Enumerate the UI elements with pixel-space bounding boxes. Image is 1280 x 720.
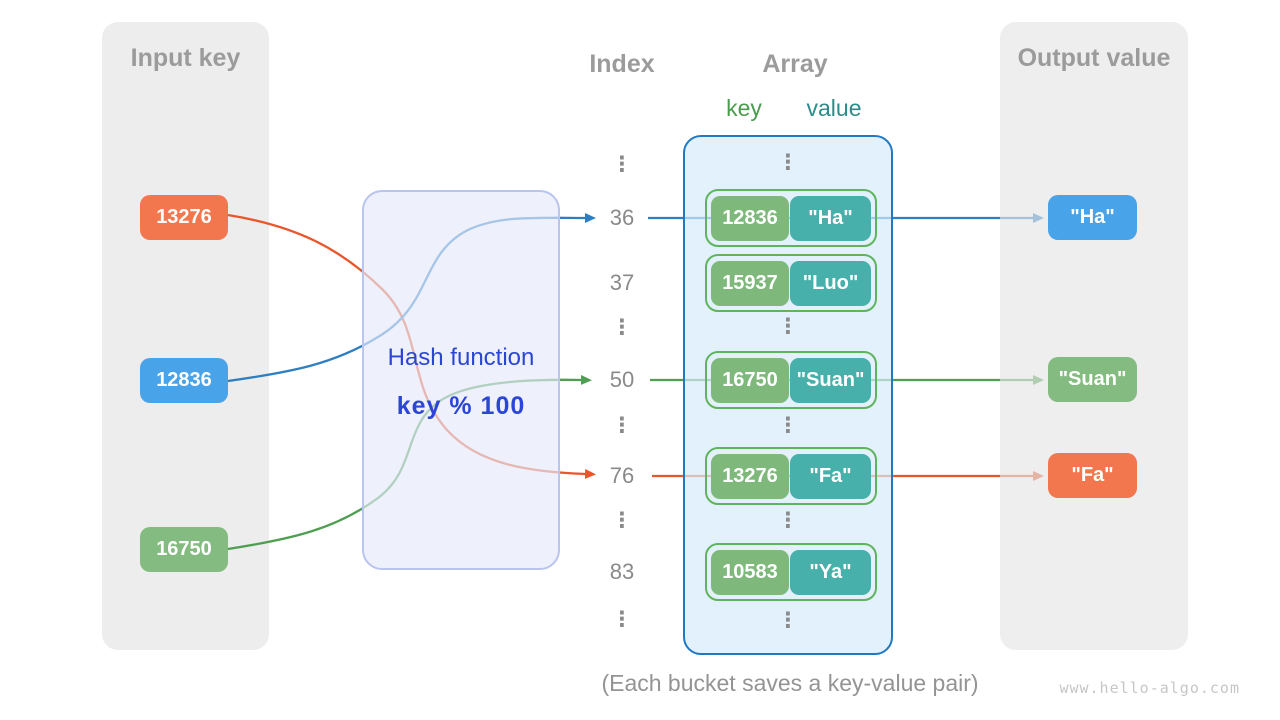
bucket-key: 13276 <box>711 453 789 499</box>
hash-function-formula: key % 100 <box>396 392 526 420</box>
input-panel-title: Input key <box>130 44 241 72</box>
input-key-box: 16750 <box>140 527 228 572</box>
bucket-key: 10583 <box>711 549 789 595</box>
vertical-ellipsis: ⋮ <box>777 315 799 338</box>
array-key-header: key <box>726 95 762 121</box>
output-value-box: "Fa" <box>1048 453 1137 498</box>
bucket-value: "Ha" <box>790 195 871 241</box>
index-label: 83 <box>609 559 635 584</box>
bucket-row: 10583 "Ya" <box>705 543 877 601</box>
diagram-caption: (Each bucket saves a key-value pair) <box>601 670 979 696</box>
output-value-box: "Suan" <box>1048 357 1137 402</box>
index-label: 76 <box>609 463 635 488</box>
bucket-value: "Ya" <box>790 549 871 595</box>
bucket-row: 13276 "Fa" <box>705 447 877 505</box>
index-label: 36 <box>609 205 635 230</box>
input-key-box: 12836 <box>140 358 228 403</box>
vertical-ellipsis: ⋮ <box>611 316 633 339</box>
vertical-ellipsis: ⋮ <box>611 608 633 631</box>
output-value-panel <box>1000 22 1188 650</box>
bucket-row: 12836 "Ha" <box>705 189 877 247</box>
bucket-value: "Fa" <box>790 453 871 499</box>
vertical-ellipsis: ⋮ <box>611 153 633 176</box>
array-column-title: Array <box>762 50 828 78</box>
bucket-value: "Suan" <box>790 357 871 403</box>
bucket-value: "Luo" <box>790 260 871 306</box>
bucket-row: 15937 "Luo" <box>705 254 877 312</box>
vertical-ellipsis: ⋮ <box>777 414 799 437</box>
bucket-key: 16750 <box>711 357 789 403</box>
index-label: 50 <box>609 367 635 392</box>
output-panel-title: Output value <box>1017 44 1171 72</box>
index-label: 37 <box>609 270 635 295</box>
array-value-header: value <box>806 95 862 121</box>
vertical-ellipsis: ⋮ <box>611 414 633 437</box>
bucket-row: 16750 "Suan" <box>705 351 877 409</box>
input-key-box: 13276 <box>140 195 228 240</box>
bucket-key: 15937 <box>711 260 789 306</box>
watermark: www.hello-algo.com <box>1059 679 1240 697</box>
output-value-box: "Ha" <box>1048 195 1137 240</box>
vertical-ellipsis: ⋮ <box>777 609 799 632</box>
vertical-ellipsis: ⋮ <box>777 509 799 532</box>
vertical-ellipsis: ⋮ <box>611 509 633 532</box>
hash-function-box <box>362 190 560 570</box>
vertical-ellipsis: ⋮ <box>777 151 799 174</box>
bucket-key: 12836 <box>711 195 789 241</box>
index-column-title: Index <box>589 50 655 78</box>
hash-function-label: Hash function <box>387 344 535 371</box>
